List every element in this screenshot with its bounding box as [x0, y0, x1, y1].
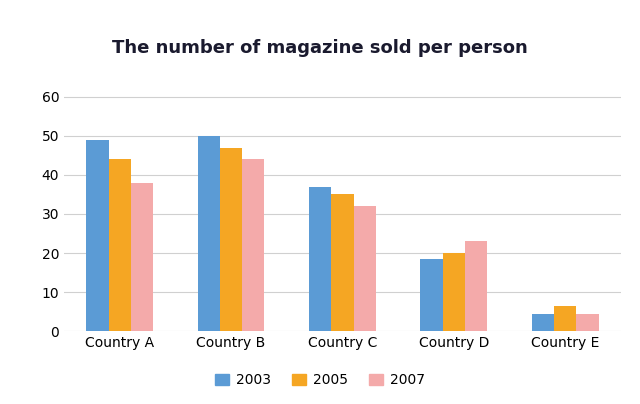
Bar	[353, 206, 376, 331]
Bar	[309, 187, 332, 331]
Legend: 2003, 2005, 2007: 2003, 2005, 2007	[210, 368, 430, 393]
Bar	[443, 253, 465, 331]
Bar	[86, 140, 109, 331]
Bar	[220, 147, 242, 331]
Bar	[198, 136, 220, 331]
Text: The number of magazine sold per person: The number of magazine sold per person	[112, 40, 528, 57]
Bar	[576, 314, 598, 331]
Bar	[420, 259, 443, 331]
Bar	[131, 183, 153, 331]
Bar	[554, 306, 576, 331]
Bar	[532, 314, 554, 331]
Bar	[242, 159, 264, 331]
Bar	[465, 241, 487, 331]
Bar	[109, 159, 131, 331]
Bar	[332, 194, 353, 331]
